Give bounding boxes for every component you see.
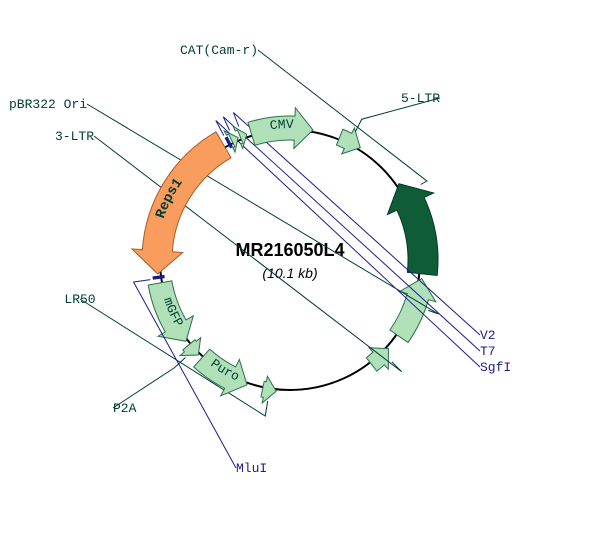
label-cmv: CMV [269,117,294,133]
label-ltr5: 5-LTR [401,91,440,106]
label-p2a: P2A [113,401,137,416]
label-v2: V2 [480,328,496,343]
label-cat: CAT(Cam-r) [180,43,258,58]
label-lr50: LR50 [64,292,95,307]
label-pbr322: pBR322 Ori [9,97,87,112]
feature-ltr5 [336,128,360,154]
plasmid-size: (10.1 kb) [262,265,317,281]
plasmid-map: MR216050L4(10.1 kb)CAT(Cam-r)pBR322 Ori3… [0,0,600,533]
label-mlui: MluI [236,461,267,476]
label-t7: T7 [480,344,496,359]
label-sgfi: SgfI [480,360,511,375]
feature-reps1 [132,132,231,274]
feature-mlui [153,275,164,279]
feature-lr50 [261,376,276,403]
callout-t7 [223,117,480,351]
label-ltr3: 3-LTR [55,129,94,144]
feature-cat [387,184,438,276]
